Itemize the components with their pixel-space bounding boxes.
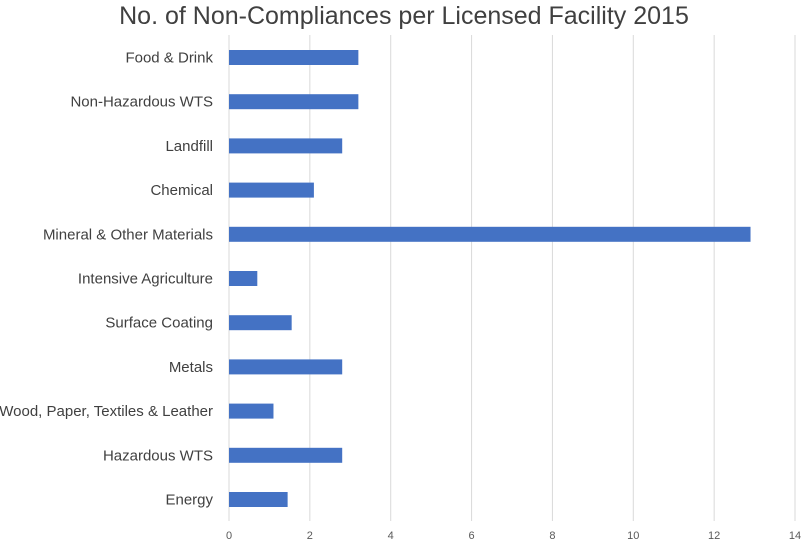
bar [229,359,343,375]
chart-title: No. of Non-Compliances per Licensed Faci… [119,2,689,30]
category-label: Intensive Agriculture [78,271,213,288]
category-label: Landfill [165,138,213,155]
category-label: Wood, Paper, Textiles & Leather [0,403,213,420]
bar [229,182,314,198]
bar [229,447,343,463]
bar [229,492,288,507]
x-tick-label: 12 [708,530,720,542]
bars [229,50,751,507]
bar [229,226,751,242]
category-label: Hazardous WTS [103,447,213,464]
bar [229,315,292,331]
x-tick-label: 10 [627,530,639,542]
category-label: Chemical [150,182,213,199]
x-tick-label: 6 [469,530,475,542]
category-label: Food & Drink [125,50,213,67]
bar [229,94,359,110]
x-tick-label: 0 [226,530,232,542]
category-label: Metals [169,359,213,376]
bar [229,271,258,286]
category-label: Surface Coating [105,315,213,332]
category-label: Non-Hazardous WTS [70,94,213,111]
x-tick-label: 14 [789,530,801,542]
bar [229,403,274,419]
gridlines [228,35,796,521]
bar [229,138,343,154]
x-tick-label: 2 [307,530,313,542]
bar [229,50,359,65]
category-labels: Food & Drink Non-Hazardous WTS Landfill Che… [0,50,213,509]
category-label: Energy [165,492,213,509]
category-label: Mineral & Other Materials [43,226,213,243]
x-tick-label: 4 [388,530,394,542]
x-tick-label: 8 [549,530,555,542]
x-axis-tick-labels: 0 2 4 6 8 10 12 14 [226,530,801,542]
